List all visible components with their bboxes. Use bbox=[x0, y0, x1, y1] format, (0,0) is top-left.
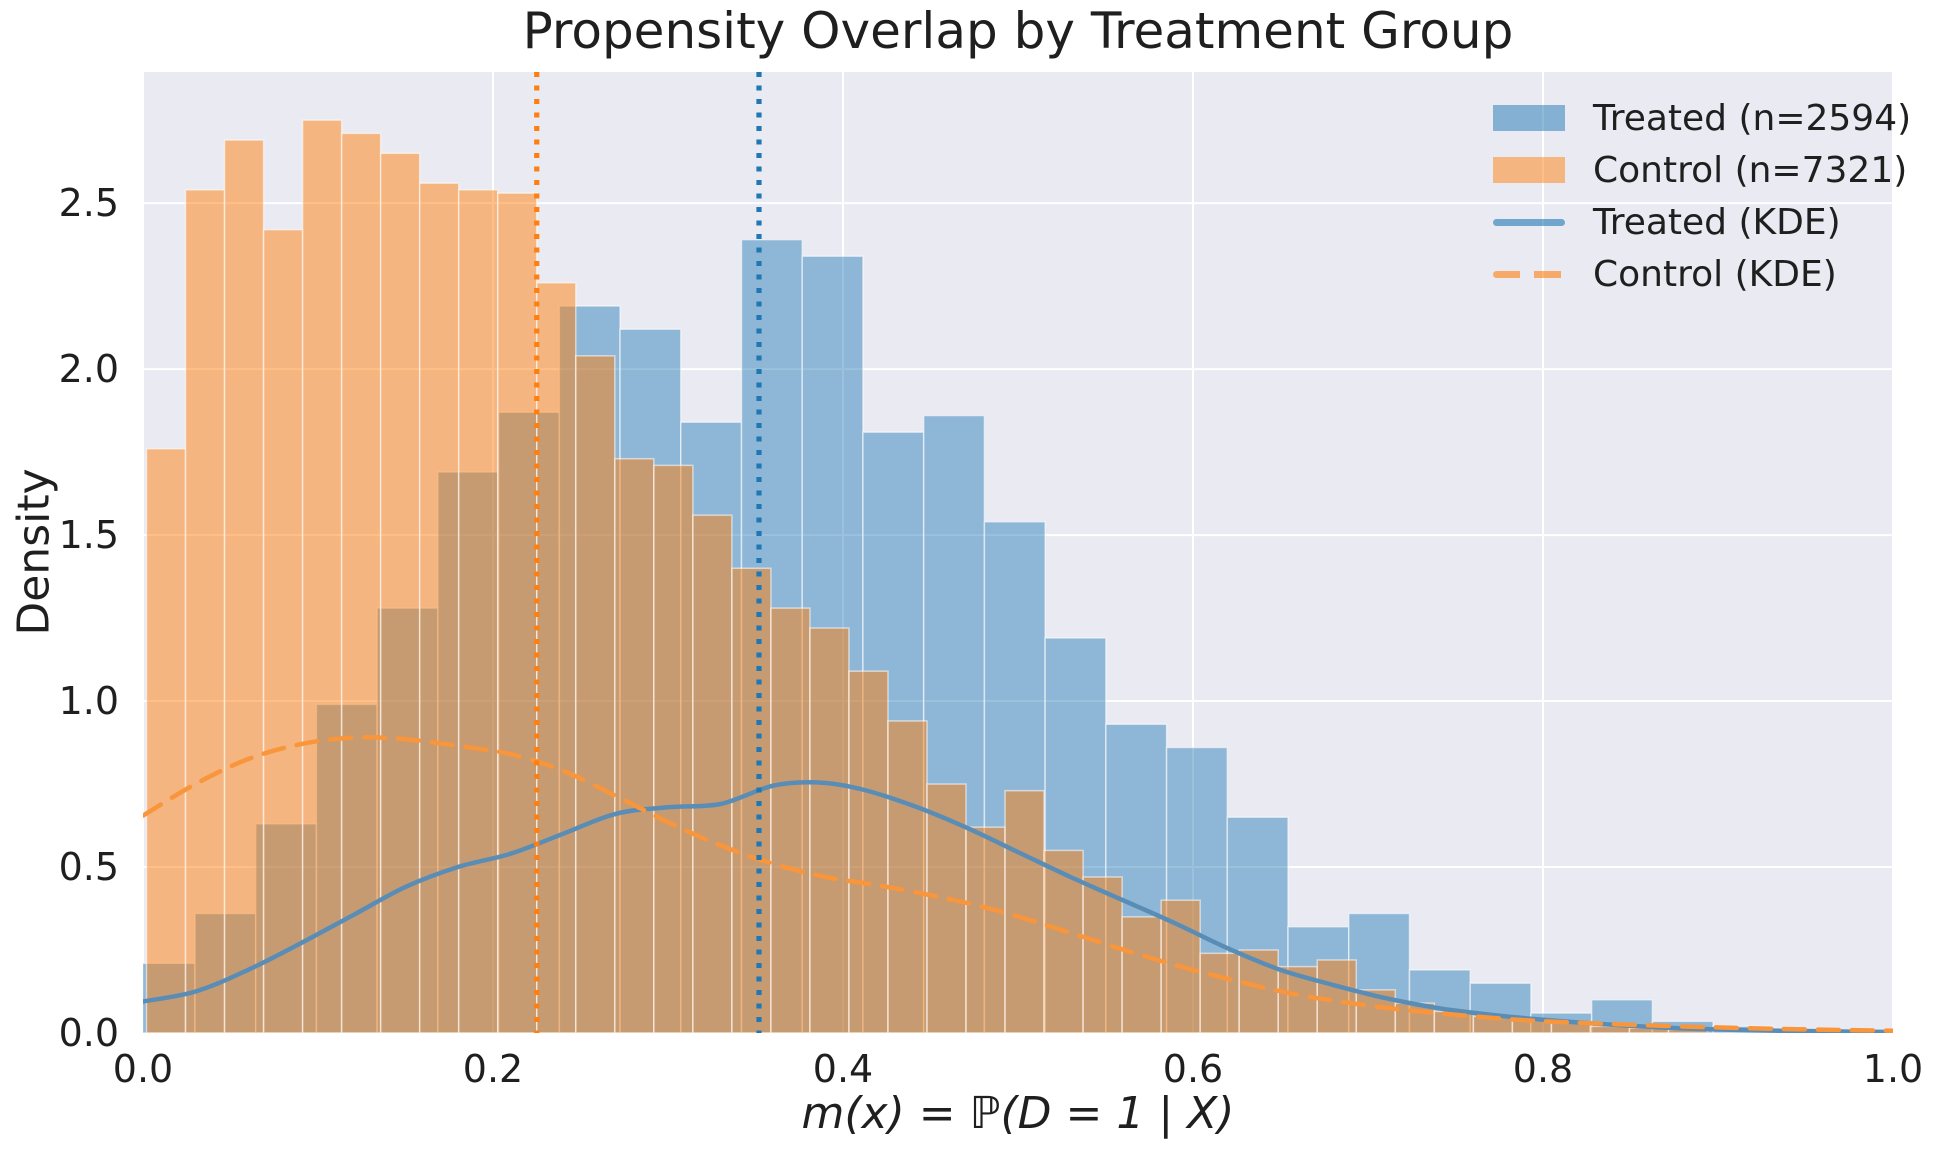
x-axis-label: m(x) = ℙ(D = 1 | X) bbox=[801, 1088, 1235, 1139]
bar bbox=[145, 448, 187, 1033]
bar bbox=[340, 132, 382, 1033]
y-tick-label: 1.5 bbox=[59, 513, 119, 557]
legend-swatch-patch bbox=[1493, 105, 1565, 131]
legend: Treated (n=2594) Control (n=7321) Treated … bbox=[1493, 92, 1911, 300]
bar bbox=[379, 152, 421, 1033]
bar bbox=[887, 720, 928, 1033]
y-tick-label: 2.0 bbox=[59, 347, 119, 391]
bar bbox=[653, 464, 694, 1033]
chart-title: Propensity Overlap by Treatment Group bbox=[522, 2, 1514, 60]
bar bbox=[770, 607, 811, 1033]
y-axis-label: Density bbox=[8, 468, 60, 636]
legend-label: Treated (n=2594) bbox=[1593, 97, 1912, 139]
legend-label: Control (n=7321) bbox=[1593, 149, 1908, 191]
bar bbox=[457, 189, 499, 1033]
y-tick-label: 0.5 bbox=[59, 845, 119, 889]
y-tick-label: 1.0 bbox=[59, 679, 119, 723]
x-tick-label: 1.0 bbox=[1863, 1047, 1923, 1091]
legend-swatch-line bbox=[1493, 218, 1565, 226]
bar bbox=[418, 182, 460, 1033]
bar bbox=[496, 192, 538, 1033]
x-tick-label: 0.2 bbox=[463, 1047, 523, 1091]
x-tick-label: 0.8 bbox=[1513, 1047, 1573, 1091]
bar bbox=[1121, 916, 1162, 1033]
legend-swatch-dashed-line bbox=[1493, 270, 1565, 278]
bar bbox=[262, 228, 304, 1033]
kde-line-Control (KDE) bbox=[143, 735, 1893, 1033]
bar bbox=[926, 783, 967, 1033]
bar bbox=[848, 670, 889, 1033]
x-tick-label: 0.6 bbox=[1163, 1047, 1223, 1091]
bar bbox=[575, 355, 616, 1033]
histogram-Control (n=7321) bbox=[145, 119, 1709, 1033]
bar bbox=[965, 826, 1006, 1033]
bar bbox=[809, 627, 850, 1033]
bar bbox=[223, 139, 265, 1033]
legend-label: Treated (KDE) bbox=[1593, 201, 1841, 243]
bar bbox=[692, 514, 733, 1033]
legend-swatch-patch bbox=[1493, 157, 1565, 183]
y-tick-label: 2.5 bbox=[59, 181, 119, 225]
bar bbox=[536, 282, 577, 1033]
bar bbox=[614, 457, 655, 1033]
y-tick-label: 0.0 bbox=[59, 1011, 119, 1055]
kde-line-Treated (KDE) bbox=[143, 779, 1893, 1033]
bar bbox=[1199, 952, 1240, 1033]
legend-row: Control (n=7321) bbox=[1493, 144, 1911, 196]
bar bbox=[1082, 876, 1123, 1033]
x-tick-label: 0.0 bbox=[113, 1047, 173, 1091]
x-tick-label: 0.4 bbox=[813, 1047, 873, 1091]
bar bbox=[301, 119, 343, 1033]
legend-row: Control (KDE) bbox=[1493, 248, 1911, 300]
bar bbox=[184, 189, 226, 1033]
legend-row: Treated (KDE) bbox=[1493, 196, 1911, 248]
legend-row: Treated (n=2594) bbox=[1493, 92, 1911, 144]
bar bbox=[1316, 959, 1358, 1033]
bar bbox=[1004, 789, 1045, 1033]
legend-label: Control (KDE) bbox=[1593, 253, 1837, 295]
